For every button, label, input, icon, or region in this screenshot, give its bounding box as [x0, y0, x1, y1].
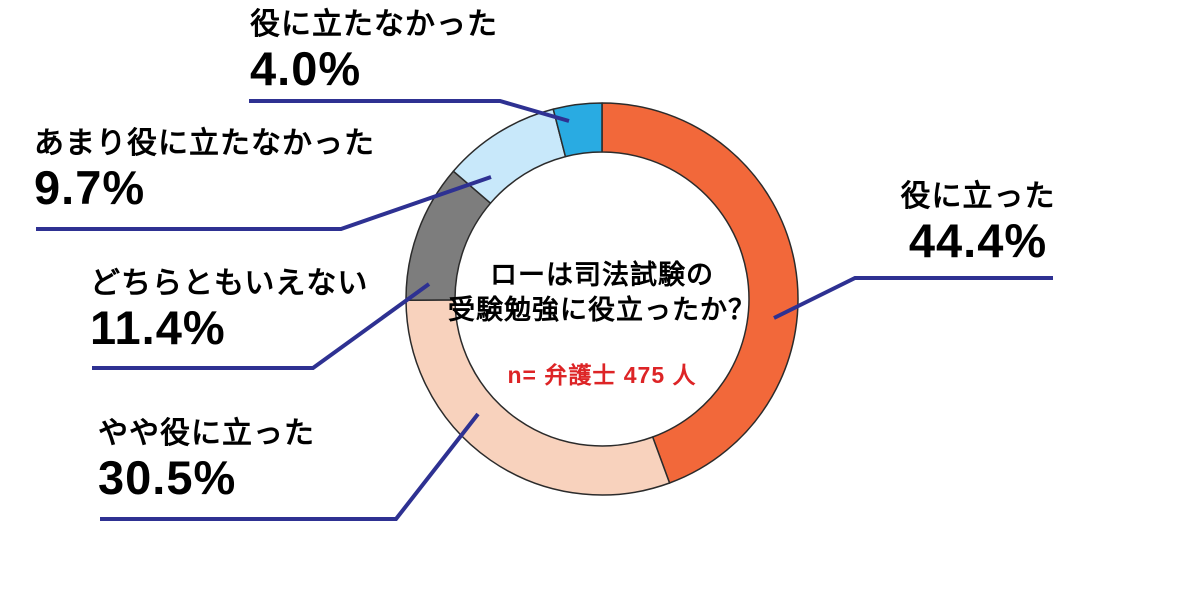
callout-not-very-useful-label: あまり役に立たなかった — [34, 127, 375, 160]
leader-line-somewhat-useful — [100, 412, 480, 521]
donut-segment — [601, 102, 799, 484]
callout-somewhat-useful-pct: 30.5% — [98, 451, 237, 504]
callout-not-useful-label: 役に立たなかった — [250, 8, 498, 41]
callout-useful-label: 役に立った — [900, 180, 1056, 213]
leader-line-not-useful — [249, 99, 570, 123]
callout-not-very-useful: あまり役に立たなかった 9.7% — [34, 124, 375, 212]
callout-somewhat-useful-label: やや役に立った — [98, 417, 315, 450]
callout-neither-pct: 11.4% — [90, 301, 226, 354]
callout-neither: どちらともいえない 11.4% — [90, 264, 368, 352]
leader-lines — [36, 99, 1053, 521]
callout-not-useful: 役に立たなかった 4.0% — [250, 5, 498, 93]
callout-useful-pct: 44.4% — [908, 214, 1048, 267]
leader-line-useful — [773, 276, 1053, 320]
chart-title-line-2: 受験勉強に役立ったか？ — [448, 295, 756, 325]
callout-not-useful-pct: 4.0% — [250, 42, 362, 95]
chart-center-text: ローは司法試験の 受験勉強に役立ったか？ n= 弁護士 475 人 — [402, 258, 802, 390]
donut-segment — [552, 102, 603, 158]
callout-not-very-useful-pct: 9.7% — [34, 161, 146, 214]
callout-neither-label: どちらともいえない — [90, 267, 369, 300]
sample-size-note: n= 弁護士 475 人 — [507, 362, 697, 388]
donut-segment — [405, 299, 671, 496]
leader-line-neither — [92, 282, 431, 370]
chart-title-line-1: ローは司法試験の — [490, 260, 714, 290]
leader-line-not-very-useful — [36, 175, 492, 231]
callout-somewhat-useful: やや役に立った 30.5% — [98, 414, 315, 502]
callout-useful: 役に立った 44.4% — [898, 177, 1058, 265]
